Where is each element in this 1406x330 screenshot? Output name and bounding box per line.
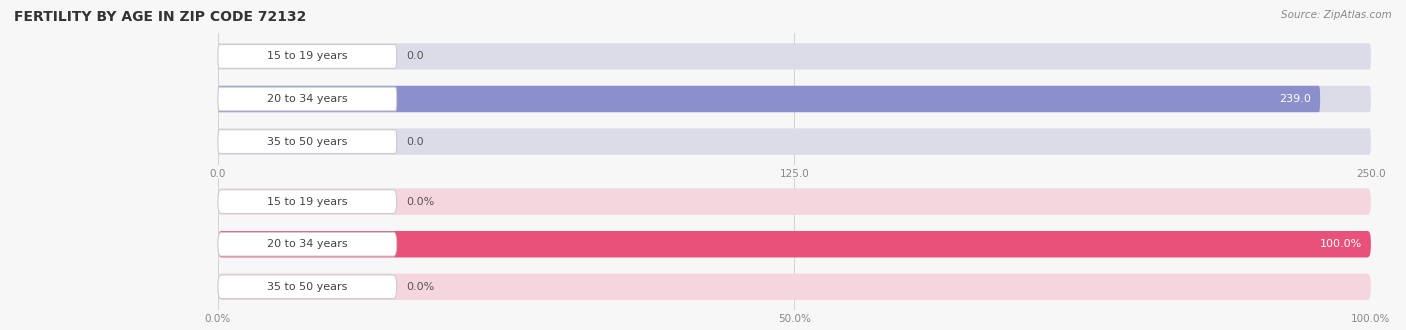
FancyBboxPatch shape: [218, 86, 1371, 112]
FancyBboxPatch shape: [218, 128, 1371, 155]
FancyBboxPatch shape: [218, 190, 396, 214]
Text: 0.0%: 0.0%: [406, 282, 434, 292]
Text: FERTILITY BY AGE IN ZIP CODE 72132: FERTILITY BY AGE IN ZIP CODE 72132: [14, 10, 307, 24]
FancyBboxPatch shape: [218, 45, 396, 68]
Text: 20 to 34 years: 20 to 34 years: [267, 94, 347, 104]
Text: 100.0%: 100.0%: [1319, 239, 1361, 249]
Text: 35 to 50 years: 35 to 50 years: [267, 137, 347, 147]
Text: 15 to 19 years: 15 to 19 years: [267, 51, 347, 61]
Text: 0.0: 0.0: [406, 51, 423, 61]
FancyBboxPatch shape: [218, 86, 1320, 112]
FancyBboxPatch shape: [218, 274, 1371, 300]
FancyBboxPatch shape: [218, 130, 396, 153]
Text: 35 to 50 years: 35 to 50 years: [267, 282, 347, 292]
FancyBboxPatch shape: [218, 232, 396, 256]
Text: 0.0%: 0.0%: [406, 197, 434, 207]
FancyBboxPatch shape: [218, 231, 1371, 257]
FancyBboxPatch shape: [218, 43, 1371, 70]
Text: 0.0: 0.0: [406, 137, 423, 147]
Text: 15 to 19 years: 15 to 19 years: [267, 197, 347, 207]
FancyBboxPatch shape: [218, 275, 396, 299]
FancyBboxPatch shape: [218, 87, 396, 111]
Text: 239.0: 239.0: [1279, 94, 1310, 104]
Text: 20 to 34 years: 20 to 34 years: [267, 239, 347, 249]
Text: Source: ZipAtlas.com: Source: ZipAtlas.com: [1281, 10, 1392, 20]
FancyBboxPatch shape: [218, 188, 1371, 215]
FancyBboxPatch shape: [218, 231, 1371, 257]
